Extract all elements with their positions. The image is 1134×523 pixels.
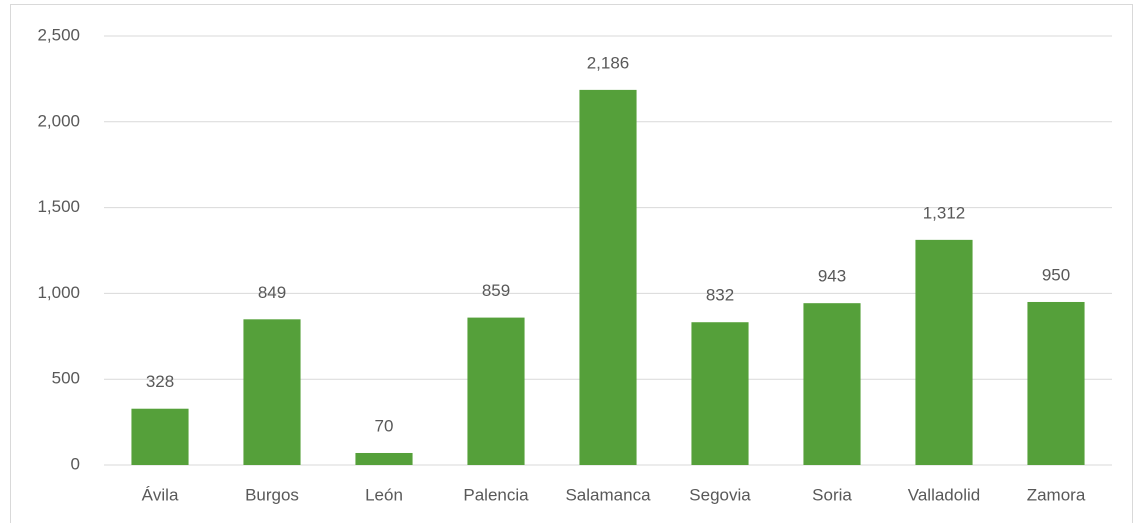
- bar: [467, 317, 525, 465]
- value-label: 950: [1042, 265, 1070, 284]
- x-tick-label: Burgos: [245, 485, 299, 504]
- chart-border: [10, 4, 1133, 523]
- y-tick-label: 0: [71, 454, 80, 473]
- value-label: 859: [482, 281, 510, 300]
- x-tick-label: Ávila: [142, 485, 179, 504]
- x-tick-label: Valladolid: [908, 485, 980, 504]
- bar: [131, 408, 189, 465]
- x-tick-label: Palencia: [463, 485, 529, 504]
- x-tick-label: Salamanca: [565, 485, 651, 504]
- bar: [803, 303, 861, 465]
- bar: [579, 89, 637, 466]
- bar: [243, 319, 301, 465]
- y-tick-label: 500: [52, 369, 80, 388]
- value-label: 849: [258, 283, 286, 302]
- x-tick-label: Zamora: [1027, 485, 1086, 504]
- value-label: 328: [146, 372, 174, 391]
- y-tick-label: 1,500: [37, 197, 80, 216]
- value-label: 943: [818, 267, 846, 286]
- y-tick-label: 2,000: [37, 111, 80, 130]
- y-tick-label: 2,500: [37, 25, 80, 44]
- value-label: 832: [706, 286, 734, 305]
- bar: [355, 452, 413, 465]
- value-label: 70: [375, 416, 394, 435]
- bar: [691, 322, 749, 465]
- y-tick-label: 1,000: [37, 283, 80, 302]
- bar: [915, 239, 973, 465]
- x-tick-label: Segovia: [689, 485, 751, 504]
- x-tick-label: León: [365, 485, 403, 504]
- bar: [1027, 301, 1085, 465]
- value-label: 2,186: [587, 53, 630, 72]
- value-label: 1,312: [923, 203, 966, 222]
- x-tick-label: Soria: [812, 485, 852, 504]
